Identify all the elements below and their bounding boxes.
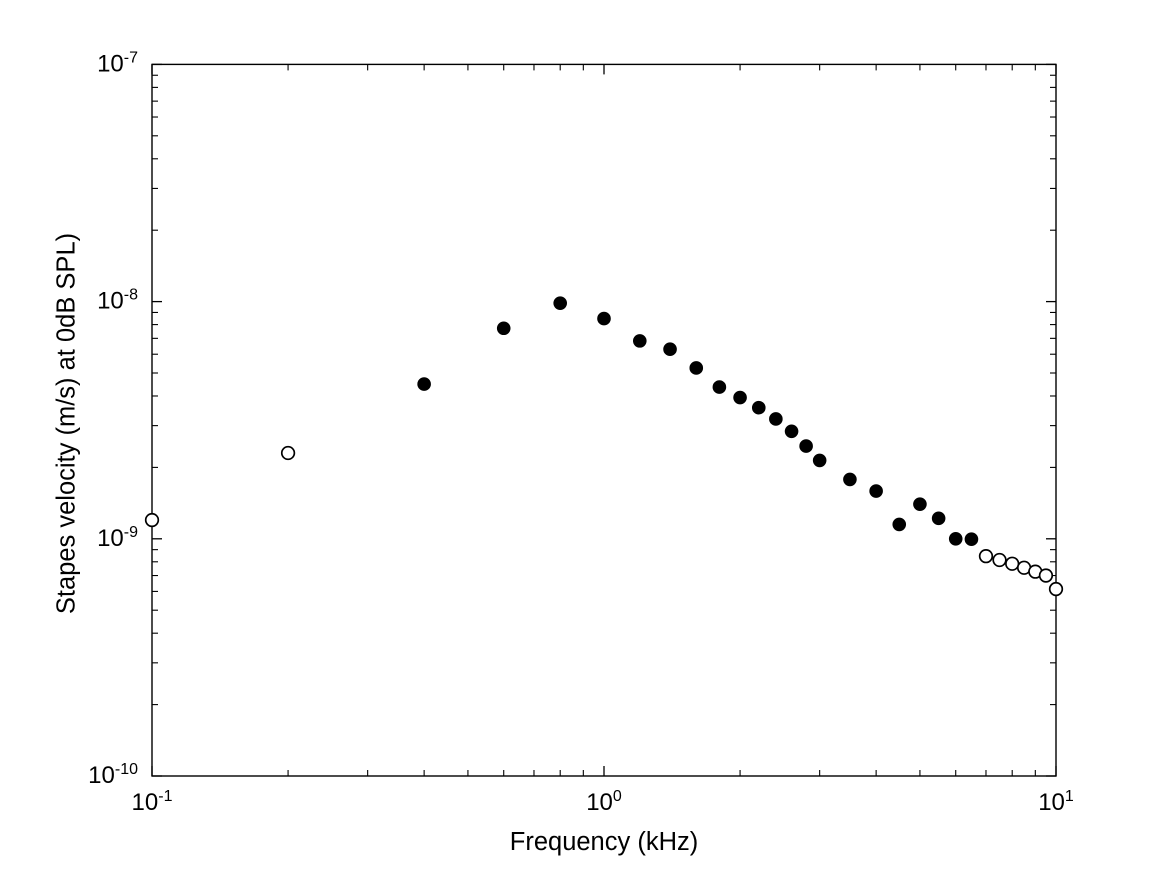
svg-text:10-8: 10-8 xyxy=(97,287,138,315)
svg-text:10-10: 10-10 xyxy=(88,761,138,789)
svg-text:100: 100 xyxy=(586,788,622,816)
svg-text:10-1: 10-1 xyxy=(132,788,173,816)
svg-text:10-9: 10-9 xyxy=(97,524,138,552)
svg-text:10-7: 10-7 xyxy=(97,49,138,77)
svg-text:101: 101 xyxy=(1038,788,1074,816)
